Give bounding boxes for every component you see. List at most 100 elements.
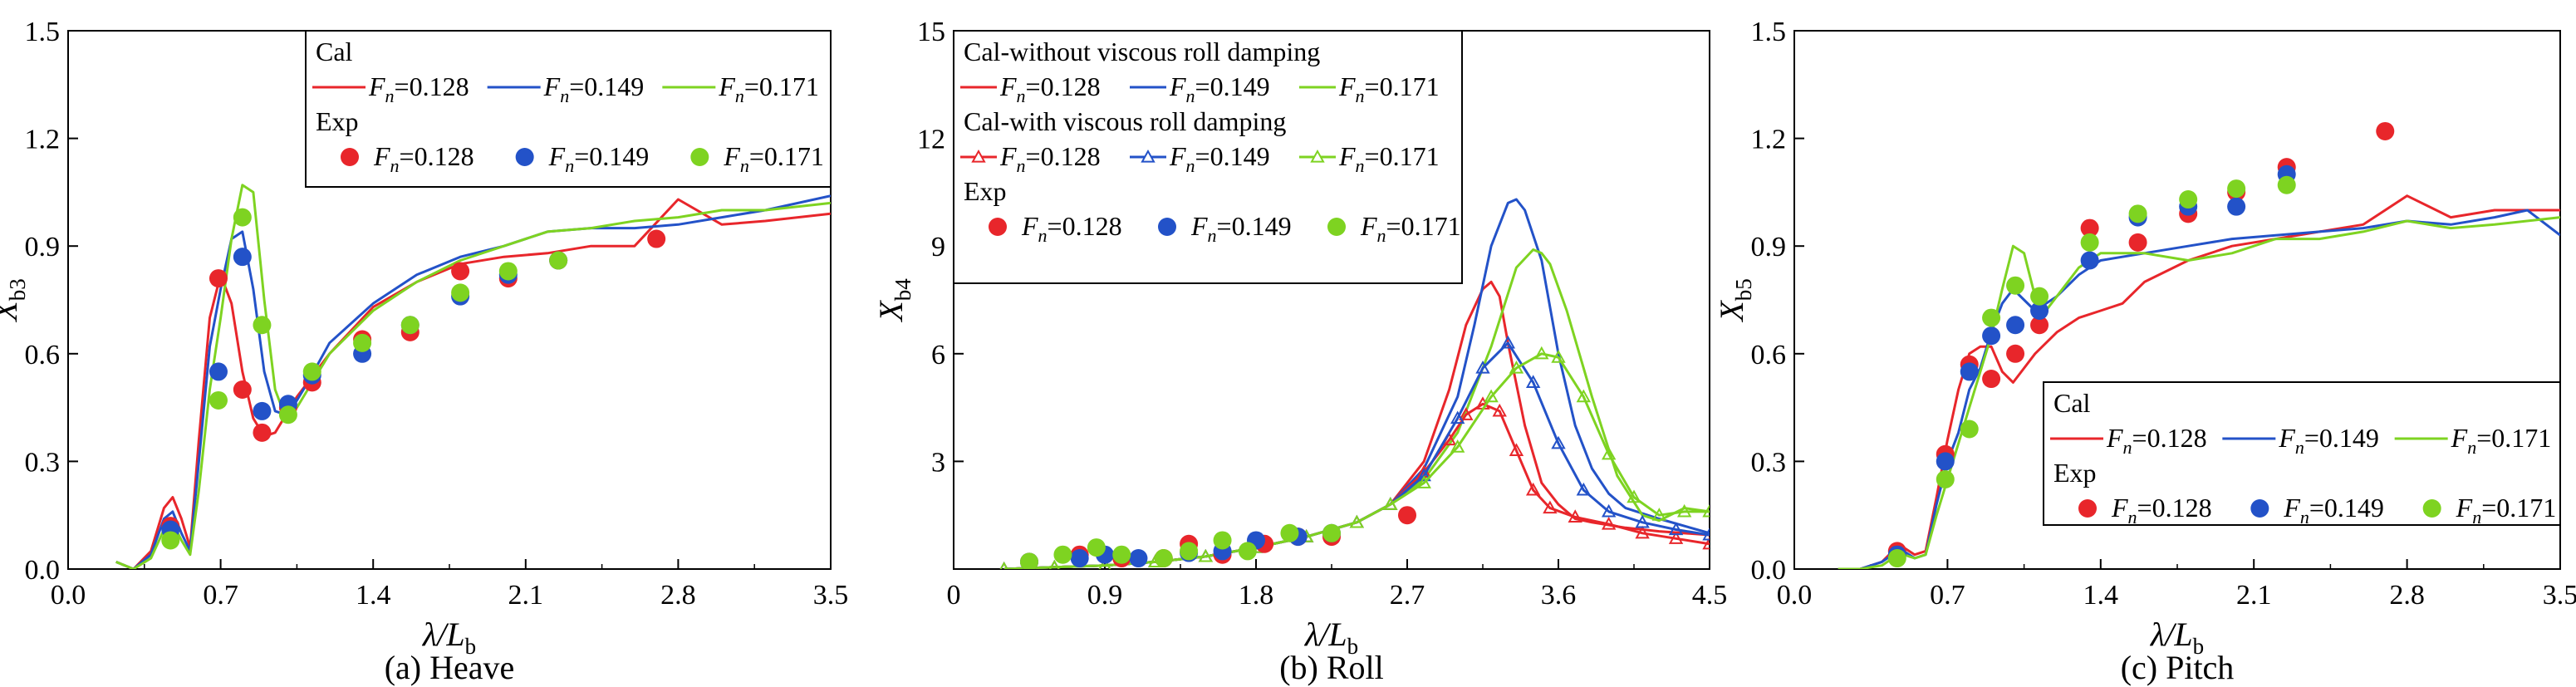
x-tick-label: 0 xyxy=(947,580,961,611)
series-4-point xyxy=(1936,452,1955,471)
series-5-marker xyxy=(1349,514,1365,528)
series-4-point xyxy=(209,362,228,381)
legend-label-value: =0.149 xyxy=(574,141,649,171)
series-5-point xyxy=(253,316,272,335)
y-tick-label: 1.2 xyxy=(25,125,61,155)
legend-group-title: Cal-with viscous roll damping xyxy=(964,106,1286,136)
series-4-marker xyxy=(1475,361,1490,374)
legend-label-sub: n xyxy=(2467,437,2476,458)
series-3-marker xyxy=(1509,443,1524,457)
series-5-point xyxy=(1936,470,1955,488)
series-5-point xyxy=(498,262,518,281)
panel-1: 0 0.9 1.8 2.7 3.6 4.5 3 6 9 12 15 λ/Lb(b) Roll Xb4 Ca… xyxy=(872,17,1727,686)
legend-label-prefix: F xyxy=(718,71,735,101)
legend-label-value: =0.128 xyxy=(2137,493,2212,523)
x-axis-label-sub: b xyxy=(2193,634,2205,659)
series-line-0 xyxy=(115,198,831,569)
y-tick-label: 0.6 xyxy=(25,340,61,370)
x-tick-label: 2.1 xyxy=(508,580,544,611)
y-tick-label: 0.3 xyxy=(1751,447,1787,478)
legend-label-sub: n xyxy=(390,155,400,176)
legend-label: Fn=0.171 xyxy=(1338,71,1440,106)
series-5-point xyxy=(302,362,321,381)
x-tick-label: 2.8 xyxy=(2389,580,2425,611)
legend-label: Fn=0.128 xyxy=(373,141,474,176)
legend-label-value: =0.171 xyxy=(2476,423,2551,453)
legend-label-sub: n xyxy=(1186,86,1195,106)
series-5-marker xyxy=(1651,508,1667,521)
legend-marker xyxy=(1158,218,1176,236)
series-3-point xyxy=(2006,344,2025,363)
legend-label-value: =0.171 xyxy=(1386,211,1461,241)
legend-label-sub: n xyxy=(2295,437,2304,458)
series-4-point xyxy=(2030,301,2049,320)
series-5-point xyxy=(2080,233,2099,252)
series-4-point xyxy=(253,401,272,420)
y-tick-label: 1.5 xyxy=(1751,17,1787,47)
legend-label-prefix: F xyxy=(543,71,561,101)
x-tick-label: 4.5 xyxy=(1692,580,1728,611)
legend-marker xyxy=(989,218,1007,236)
legend-label-sub: n xyxy=(2128,507,2137,528)
y-tick-label: 0.0 xyxy=(1751,555,1787,586)
series-4-point xyxy=(2080,251,2099,270)
series-5-point xyxy=(2277,175,2296,194)
y-tick-label: 0.6 xyxy=(1751,340,1787,370)
x-axis-label: λ/Lb xyxy=(422,616,476,659)
legend-group-title: Exp xyxy=(316,106,359,136)
series-5-marker xyxy=(1416,475,1431,488)
legend-label-prefix: F xyxy=(2283,493,2300,523)
legend-label: Fn=0.149 xyxy=(548,141,650,176)
legend-marker xyxy=(971,149,986,163)
series-4-marker xyxy=(1702,527,1710,541)
series-5-point xyxy=(451,283,470,302)
legend-group-title: Cal xyxy=(2053,388,2091,418)
legend-label-sub: n xyxy=(1038,225,1048,246)
legend-group-title: Cal xyxy=(316,37,353,66)
series-3-marker xyxy=(1635,525,1650,539)
series-7-point xyxy=(1129,549,1148,568)
series-8-point xyxy=(1213,531,1232,550)
series-5-marker xyxy=(1450,439,1465,453)
series-3-marker xyxy=(1668,531,1684,544)
series-4-point xyxy=(1960,362,1979,381)
legend-label: Fn=0.128 xyxy=(999,141,1101,176)
legend-marker xyxy=(1327,218,1346,236)
y-tick-label: 3 xyxy=(931,447,945,478)
legend-label-value: =0.149 xyxy=(1217,211,1292,241)
x-axis-label-main: λ/L xyxy=(1304,616,1347,653)
legend-label-sub: n xyxy=(1356,86,1365,106)
series-8-point xyxy=(1112,545,1131,564)
series-5-point xyxy=(2006,276,2025,295)
legend-label-sub: n xyxy=(735,86,744,106)
legend-label-prefix: F xyxy=(723,141,740,171)
legend-label-prefix: F xyxy=(999,71,1017,101)
legend-marker xyxy=(690,148,709,166)
series-3-point xyxy=(2080,218,2099,238)
series-3-marker xyxy=(1543,500,1558,514)
series-3-point xyxy=(647,229,666,248)
y-tick-label: 6 xyxy=(931,340,945,370)
legend-label-prefix: F xyxy=(548,141,566,171)
series-8-point xyxy=(1053,545,1072,564)
legend-label: Fn=0.149 xyxy=(1169,141,1270,176)
series-4-point xyxy=(2227,197,2246,216)
legend-label: Fn=0.171 xyxy=(2451,423,2552,458)
series-5-point xyxy=(400,316,420,335)
series-5-point xyxy=(1887,549,1906,568)
x-tick-label: 3.6 xyxy=(1541,580,1577,611)
y-axis-label-main: X xyxy=(1713,300,1750,323)
series-line-1 xyxy=(115,194,831,569)
series-5-marker xyxy=(1702,503,1710,518)
series-8-point xyxy=(1322,523,1341,542)
legend-label: Fn=0.171 xyxy=(2456,493,2557,528)
legend-label-value: =0.149 xyxy=(1195,71,1270,101)
legend-label-prefix: F xyxy=(368,71,385,101)
legend-label: Fn=0.128 xyxy=(368,71,469,106)
legend-label-value: =0.171 xyxy=(744,71,819,101)
legend-label: Fn=0.171 xyxy=(723,141,824,176)
legend-group-title: Exp xyxy=(2053,458,2097,488)
y-axis-label-sub: b3 xyxy=(5,278,30,301)
series-3-marker xyxy=(1525,482,1541,496)
series-4-point xyxy=(2006,316,2025,335)
